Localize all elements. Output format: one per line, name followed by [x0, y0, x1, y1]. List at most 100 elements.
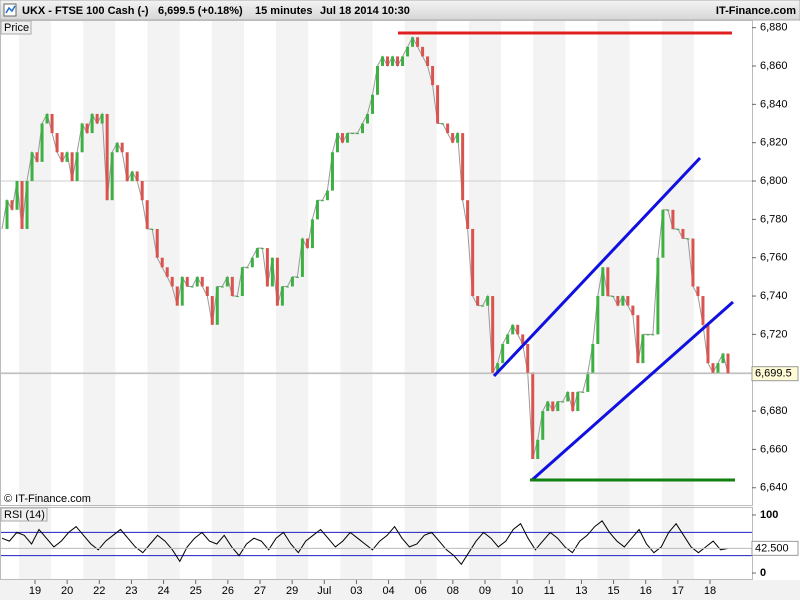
candle — [150, 228, 154, 230]
candle — [521, 334, 525, 344]
candle — [230, 276, 234, 297]
candle — [180, 276, 184, 306]
day-stripe — [661, 21, 694, 580]
candle — [396, 56, 400, 67]
candle — [330, 152, 334, 191]
candle — [621, 296, 625, 306]
candle — [190, 286, 194, 288]
date-label: 15 — [607, 585, 619, 597]
candle — [556, 401, 560, 412]
candle — [661, 209, 665, 258]
candle — [295, 276, 299, 278]
candle — [220, 286, 224, 288]
candle — [245, 267, 249, 269]
candle — [666, 209, 670, 211]
candle — [40, 123, 44, 162]
date-label: 06 — [415, 585, 427, 597]
candle — [225, 276, 229, 287]
candle — [681, 228, 685, 239]
last-value-box — [751, 540, 799, 556]
candle — [60, 152, 64, 162]
candle — [305, 238, 309, 249]
header-interval: 15 minutes — [255, 5, 312, 17]
candle — [531, 372, 535, 459]
header-icon-line — [5, 5, 16, 14]
candle — [235, 296, 239, 298]
date-label: 20 — [61, 585, 73, 597]
date-label: 23 — [125, 585, 137, 597]
last-value-label: 42.500 — [755, 542, 789, 554]
y-tick-label: 6,740 — [760, 290, 788, 302]
candle — [376, 66, 380, 95]
candle — [501, 343, 505, 364]
channel-lower — [531, 300, 734, 482]
candle — [120, 142, 124, 153]
candle — [486, 296, 490, 306]
candle — [706, 324, 710, 364]
date-label: 03 — [350, 585, 362, 597]
candle — [325, 190, 329, 201]
candle — [656, 257, 660, 335]
date-label: 25 — [190, 585, 202, 597]
watermark: © IT-Finance.com — [4, 493, 91, 505]
candle — [536, 439, 540, 459]
candle — [581, 391, 585, 393]
candle — [335, 133, 339, 153]
candle — [240, 267, 244, 297]
header-site: IT-Finance.com — [716, 5, 796, 17]
candle — [30, 152, 34, 182]
candle — [726, 353, 730, 374]
candle — [436, 85, 440, 124]
candle — [360, 123, 364, 134]
y-tick-label: 6,800 — [760, 175, 788, 187]
y-tick-label: 6,880 — [760, 22, 788, 34]
candle — [35, 152, 39, 162]
candle — [641, 334, 645, 364]
date-label: 29 — [286, 585, 298, 597]
candle — [55, 133, 59, 153]
candle — [345, 133, 349, 143]
rsi-label-box — [0, 507, 48, 522]
candle — [275, 257, 279, 306]
candle — [391, 56, 395, 67]
header-quote: 6,699.5 (+0.18%) — [158, 5, 243, 17]
date-label: 19 — [29, 585, 41, 597]
candle — [466, 200, 470, 229]
candle — [431, 66, 435, 86]
candle — [175, 286, 179, 306]
candle — [85, 123, 89, 134]
candle — [45, 113, 49, 124]
candle — [636, 315, 640, 364]
candle — [20, 181, 24, 229]
date-label: 04 — [382, 585, 394, 597]
candle — [491, 296, 495, 373]
candle — [381, 56, 385, 67]
candle — [411, 37, 415, 47]
channel-upper — [492, 156, 702, 378]
y-tick-label: 6,720 — [760, 328, 788, 340]
candle — [215, 286, 219, 325]
day-stripe — [147, 21, 180, 580]
candle — [105, 113, 109, 201]
candle — [461, 133, 465, 201]
y-tick-label: 6,680 — [760, 405, 788, 417]
candle — [701, 296, 705, 325]
candle — [210, 296, 214, 325]
candle — [170, 276, 174, 287]
header-symbol: UKX - FTSE 100 Cash (-) — [22, 5, 149, 17]
plot-layer: 19 20 22 23 24 25 26 27 29 Jul 03 04 06 08 09 10 11 13 15 1… — [1, 22, 799, 597]
candle — [315, 200, 319, 220]
candle — [691, 238, 695, 287]
candle — [451, 133, 455, 143]
candle — [250, 257, 254, 268]
candle — [280, 286, 284, 306]
candle — [721, 353, 725, 364]
candle — [140, 181, 144, 201]
candle — [591, 343, 595, 373]
candle — [506, 334, 510, 344]
date-label: 11 — [544, 585, 555, 597]
candle — [255, 248, 259, 258]
y-tick-label: 6,820 — [760, 137, 788, 149]
candle — [70, 152, 74, 182]
y-tick-label: 100 — [760, 509, 778, 521]
